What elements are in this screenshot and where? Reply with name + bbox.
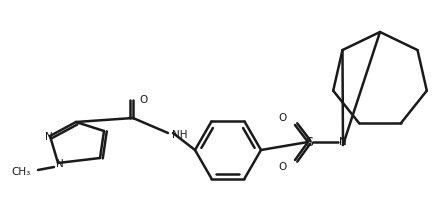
Text: N: N	[338, 137, 346, 147]
Text: N: N	[45, 132, 53, 142]
Text: CH₃: CH₃	[12, 167, 31, 177]
Text: S: S	[304, 136, 312, 149]
Text: NH: NH	[172, 130, 187, 140]
Text: O: O	[278, 162, 286, 172]
Text: O: O	[278, 113, 286, 123]
Text: O: O	[139, 95, 147, 105]
Text: N: N	[56, 159, 64, 169]
